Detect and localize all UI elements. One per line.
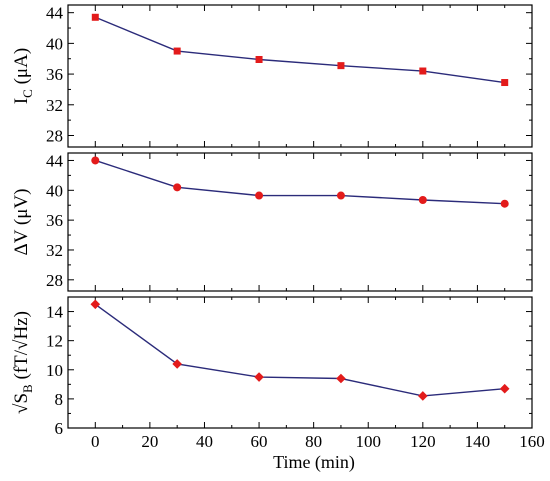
y-axis-title: √SB (fT/√Hz) bbox=[11, 311, 35, 414]
data-point-diamond bbox=[418, 391, 428, 401]
data-point-diamond bbox=[499, 383, 510, 394]
series-line bbox=[95, 159, 505, 205]
data-point-circle bbox=[336, 191, 345, 200]
panel-collector-current: 28 32 36 40 44 IC (μA) bbox=[11, 4, 533, 148]
series-line bbox=[94, 303, 505, 397]
data-point-square bbox=[419, 67, 427, 75]
y-tick-label: 44 bbox=[46, 4, 64, 23]
y-tick-label: 14 bbox=[46, 303, 64, 322]
x-tick-label: 20 bbox=[141, 432, 158, 451]
y-tick-label: 36 bbox=[46, 211, 63, 230]
y-tick-label: 40 bbox=[46, 181, 63, 200]
data-point-square bbox=[255, 55, 263, 63]
x-tick-label: 100 bbox=[355, 432, 381, 451]
y-tick-label: 28 bbox=[46, 126, 63, 145]
y-tick-label: 8 bbox=[55, 390, 64, 409]
data-point-square bbox=[337, 62, 345, 70]
y-axis-title-subscript: C bbox=[20, 89, 35, 98]
x-tick-label: 80 bbox=[305, 432, 322, 451]
plot-frame bbox=[67, 152, 533, 292]
y-axis-title-main: ΔV (μV) bbox=[11, 189, 32, 256]
y-tick-label: 12 bbox=[46, 332, 63, 351]
y-tick-label: 32 bbox=[46, 96, 63, 115]
y-axis-title: ΔV (μV) bbox=[11, 189, 32, 256]
y-tick-label: 6 bbox=[55, 419, 64, 438]
y-tick-label: 32 bbox=[46, 241, 63, 260]
series-line bbox=[95, 16, 505, 84]
data-point-diamond bbox=[172, 359, 182, 369]
x-tick-label: 160 bbox=[519, 432, 545, 451]
plot-frame bbox=[67, 296, 533, 429]
y-tick-label: 40 bbox=[46, 34, 63, 53]
y-axis-title: IC (μA) bbox=[11, 48, 35, 104]
data-point-diamond bbox=[336, 373, 346, 384]
data-point-square bbox=[501, 79, 509, 87]
y-tick-label: 28 bbox=[46, 271, 63, 290]
data-point-circle bbox=[255, 191, 264, 200]
data-point-diamond bbox=[254, 372, 264, 382]
x-axis-title: Time (min) bbox=[273, 452, 355, 473]
y-tick-label: 44 bbox=[46, 151, 64, 170]
data-point-circle bbox=[418, 195, 427, 204]
data-point-square bbox=[173, 47, 181, 55]
data-point-diamond bbox=[90, 299, 101, 310]
data-point-square bbox=[91, 13, 99, 21]
data-point-circle bbox=[500, 199, 509, 208]
data-point-circle bbox=[91, 156, 100, 165]
y-axis-title-unit: (μA) bbox=[11, 48, 32, 89]
data-point-circle bbox=[173, 183, 182, 192]
y-tick-label: 10 bbox=[46, 361, 63, 380]
y-axis-title-main: √S bbox=[11, 393, 32, 414]
y-axis-title-main: I bbox=[11, 98, 32, 104]
panel-voltage-change: 28 32 36 40 44 ΔV (μV) bbox=[11, 151, 533, 292]
x-tick-label: 60 bbox=[251, 432, 268, 451]
x-tick-label: 40 bbox=[196, 432, 213, 451]
plot-frame bbox=[67, 4, 533, 148]
y-axis-title-subscript: B bbox=[20, 384, 35, 393]
y-axis-title-unit: (fT/√Hz) bbox=[11, 311, 32, 384]
y-tick-label: 36 bbox=[46, 65, 63, 84]
x-tick-label: 0 bbox=[91, 432, 100, 451]
x-tick-label: 140 bbox=[465, 432, 491, 451]
x-tick-label: 120 bbox=[410, 432, 436, 451]
